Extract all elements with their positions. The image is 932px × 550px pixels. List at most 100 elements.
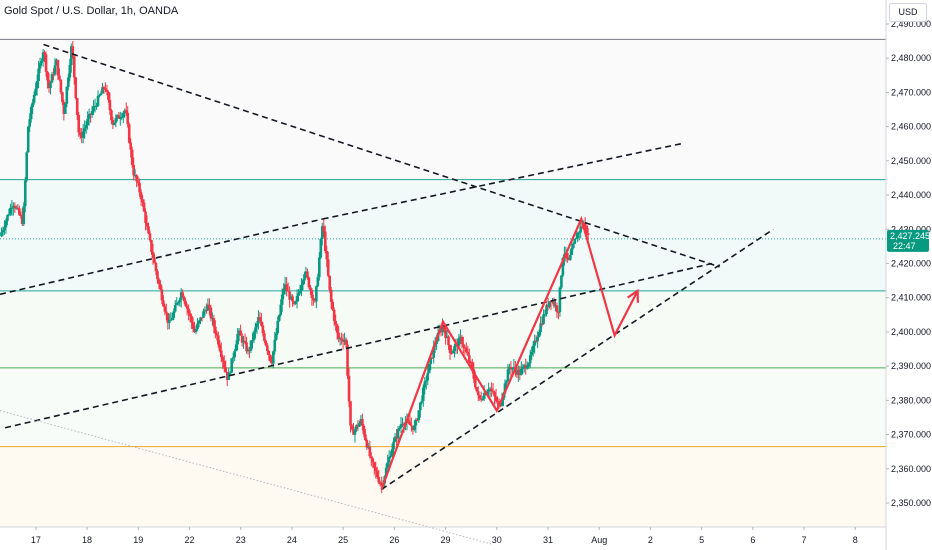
candle xyxy=(199,316,202,325)
trendline-0[interactable] xyxy=(43,43,720,268)
candle xyxy=(80,127,83,144)
candle xyxy=(163,303,167,316)
candle-body xyxy=(531,345,535,352)
candle xyxy=(365,438,369,450)
candle-body xyxy=(205,309,208,311)
candle xyxy=(113,122,116,126)
trendline-1[interactable] xyxy=(0,218,323,296)
candle-body xyxy=(49,82,52,89)
candle xyxy=(264,339,268,347)
candle-body xyxy=(355,425,358,430)
candle-body xyxy=(166,313,170,323)
candle-body xyxy=(111,120,115,125)
trendline-4[interactable] xyxy=(381,228,774,491)
candle-body xyxy=(364,434,367,440)
level-zones xyxy=(0,39,886,527)
candle xyxy=(101,82,104,94)
projection-path[interactable] xyxy=(380,215,639,490)
candle-body xyxy=(37,68,40,82)
candle xyxy=(99,90,103,96)
candle-body xyxy=(585,225,588,234)
candle-body xyxy=(549,301,553,303)
candle-body xyxy=(580,226,584,228)
candle xyxy=(462,336,465,354)
candle xyxy=(300,278,303,297)
candle-body xyxy=(3,227,6,231)
candle-body xyxy=(46,71,49,81)
candle-body xyxy=(396,429,400,439)
candle xyxy=(162,295,165,308)
candle-body xyxy=(233,351,236,358)
candle-body xyxy=(508,366,511,370)
projection-polyline[interactable] xyxy=(380,215,639,490)
candle-body xyxy=(182,296,186,302)
candle-body xyxy=(224,367,228,373)
projection-arrowhead xyxy=(627,288,639,303)
chart-title: Gold Spot / U.S. Dollar, 1h, OANDA xyxy=(4,5,179,17)
candle-body xyxy=(159,284,162,290)
candle xyxy=(93,98,97,113)
last-price-value: 2,427.245 xyxy=(890,231,930,241)
trendline-3[interactable] xyxy=(4,262,713,429)
candle xyxy=(206,298,210,311)
price-axis[interactable]: 2,350.000 2,360.000 2,370.000 2,380.000 2,39… xyxy=(886,19,931,508)
candle xyxy=(276,316,280,336)
candle xyxy=(457,334,461,347)
candle-body xyxy=(310,290,314,299)
candle-body xyxy=(323,231,327,252)
candle-body xyxy=(451,350,455,354)
candle-body xyxy=(270,361,274,364)
candle-body xyxy=(546,305,550,308)
last-price-tag-bg xyxy=(887,229,929,252)
candle-body xyxy=(154,263,158,272)
candle-body xyxy=(163,306,167,312)
candle-body xyxy=(459,336,462,338)
candle xyxy=(110,108,113,125)
candle-body xyxy=(586,233,590,235)
candle-body xyxy=(75,98,79,115)
candle xyxy=(225,371,229,387)
candle-body xyxy=(148,233,152,241)
time-axis[interactable]: 17 18 19 22 23 24 25 26 29 30 31 Aug 2 5 6 7 8 xyxy=(31,527,858,545)
price-tick-label: 2,410.000 xyxy=(891,293,931,303)
candle xyxy=(411,426,415,435)
candle xyxy=(83,120,86,139)
candle-body xyxy=(142,202,146,212)
candle xyxy=(380,476,383,494)
trendline-5[interactable] xyxy=(0,410,492,545)
candle-body xyxy=(67,77,70,87)
time-tick-label: 23 xyxy=(236,535,246,545)
candle-body xyxy=(172,311,176,318)
candle-body xyxy=(16,207,20,209)
candle-body xyxy=(168,320,171,323)
candle-body xyxy=(13,205,17,209)
candle xyxy=(255,321,259,334)
candle xyxy=(286,282,290,292)
candle xyxy=(329,286,333,309)
candle-body xyxy=(543,314,547,316)
candle-body xyxy=(567,259,571,261)
candle-body xyxy=(362,425,366,435)
candle xyxy=(488,386,492,398)
candle-body xyxy=(295,295,299,302)
candle-body xyxy=(316,277,320,287)
candle xyxy=(560,275,563,290)
candle xyxy=(570,241,574,255)
candle-body xyxy=(392,441,395,450)
candle-body xyxy=(43,52,46,55)
candle xyxy=(401,417,404,428)
candle-body xyxy=(234,344,238,352)
candle-body xyxy=(569,254,572,260)
currency-button[interactable]: USD xyxy=(889,3,927,22)
trendlines[interactable] xyxy=(0,43,774,545)
candle-body xyxy=(121,113,125,117)
candle-body xyxy=(215,333,219,336)
candle-body xyxy=(496,400,499,403)
candle-body xyxy=(380,483,383,486)
candle xyxy=(251,333,254,349)
candle-body xyxy=(203,309,207,312)
trendline-2[interactable] xyxy=(322,142,682,220)
candle xyxy=(326,251,330,278)
candle-body xyxy=(350,425,354,430)
